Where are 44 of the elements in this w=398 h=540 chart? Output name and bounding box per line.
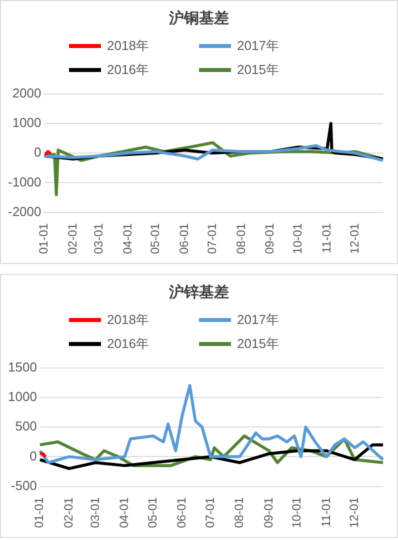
x-tick-label: 02-01 (65, 222, 80, 254)
x-tick-label: 09-01 (262, 222, 277, 254)
x-tick-label: 08-01 (234, 222, 248, 254)
x-tick-label: 05-01 (145, 496, 160, 528)
x-tick-label: 10-01 (290, 222, 305, 254)
x-tick-label: 12-01 (347, 222, 362, 254)
legend-label: 2018年 (107, 311, 149, 329)
y-tick-label: -1000 (8, 174, 42, 190)
x-tick-label: 10-01 (290, 496, 304, 528)
x-tick-label: 07-01 (205, 222, 220, 254)
legend-label: 2015年 (237, 335, 279, 353)
y-tick-label: -500 (10, 478, 37, 493)
x-tick-label: 11-01 (319, 222, 334, 254)
x-tick-label: 12-01 (347, 496, 362, 528)
x-tick-label: 07-01 (202, 496, 217, 528)
chart-title: 沪锌基差 (168, 282, 230, 303)
legend-label: 2017年 (237, 311, 279, 329)
legend-label: 2017年 (237, 37, 279, 55)
x-tick-label: 01-01 (36, 222, 51, 254)
x-tick-label: 05-01 (148, 222, 162, 254)
x-tick-label: 04-01 (117, 496, 132, 528)
y-tick-label: 1500 (8, 359, 37, 374)
chart-title: 沪铜基差 (168, 8, 230, 29)
y-tick-label: 1000 (12, 115, 42, 130)
x-tick-label: 01-01 (32, 496, 46, 528)
y-tick-label: -2000 (8, 204, 42, 219)
legend-label: 2018年 (107, 37, 149, 55)
legend-label: 2016年 (107, 61, 149, 79)
x-tick-label: 06-01 (177, 222, 192, 254)
x-tick-label: 11-01 (318, 496, 333, 528)
y-tick-label: 1000 (8, 389, 37, 404)
y-tick-label: 2000 (12, 85, 42, 100)
legend-label: 2015年 (237, 61, 279, 79)
x-tick-label: 09-01 (261, 496, 276, 528)
x-tick-label: 03-01 (88, 496, 102, 528)
x-tick-label: 06-01 (174, 496, 189, 528)
y-tick-label: 0 (34, 144, 42, 160)
x-tick-label: 08-01 (232, 496, 246, 528)
y-tick-label: 500 (15, 418, 37, 434)
x-tick-label: 03-01 (91, 222, 106, 254)
x-tick-label: 04-01 (120, 222, 134, 254)
y-tick-label: 0 (30, 448, 37, 464)
legend-label: 2016年 (107, 335, 149, 353)
x-tick-label: 02-01 (61, 496, 76, 528)
